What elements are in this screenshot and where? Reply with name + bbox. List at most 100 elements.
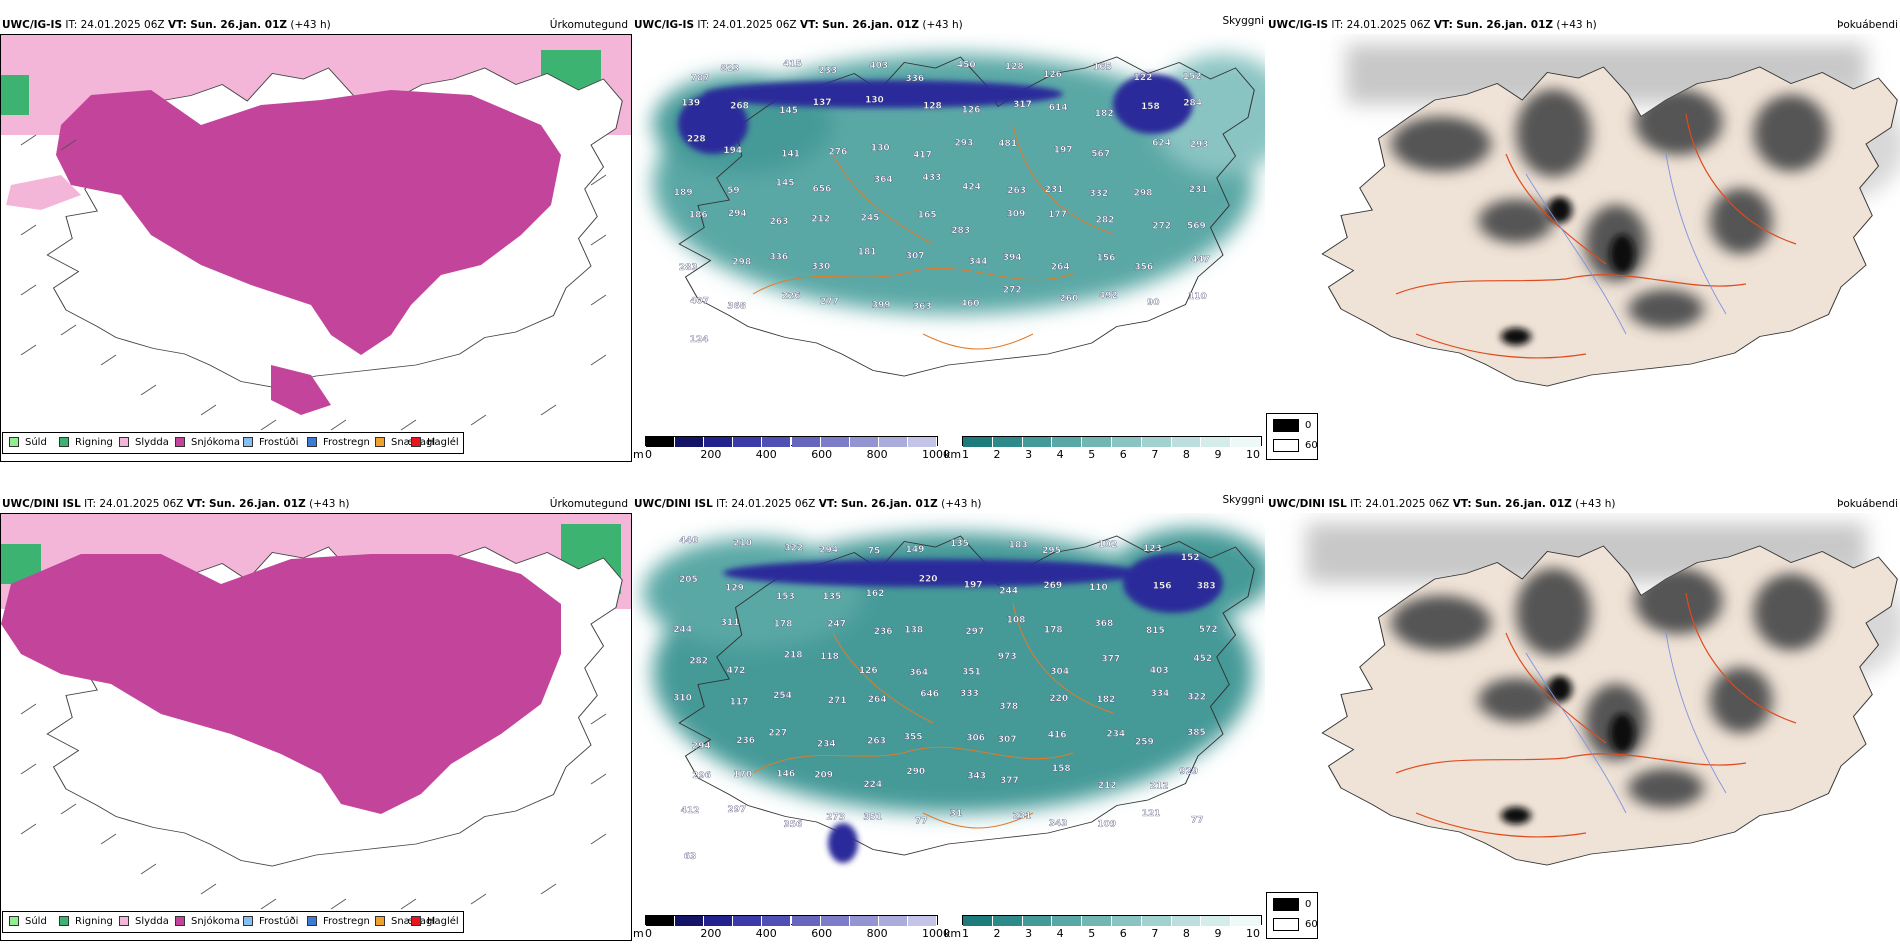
cloud-base-value: 244: [999, 586, 1018, 596]
visibility-colorbar-tick-label: 6: [1119, 927, 1127, 940]
cloud-base-value: 317: [1013, 100, 1032, 110]
cloud-base-value: 294: [692, 742, 711, 752]
visibility-colorbar-segment: [963, 916, 993, 926]
cloud-base-colorbar-tick-label: 800: [866, 927, 888, 940]
cloud-base-value: 135: [950, 539, 969, 549]
legend-item-freezing-drizzle: Frostúði: [243, 437, 298, 449]
legend-label: Súld: [25, 437, 47, 448]
fog-legend: 0 60: [1266, 892, 1318, 939]
cloud-base-value: 259: [1135, 738, 1154, 748]
cloud-base-value: 197: [964, 580, 983, 590]
cloud-base-value: 146: [776, 770, 795, 780]
legend-swatch: [411, 437, 421, 447]
cloud-base-colorbar: m 0 200 400 600 800 1000: [633, 915, 950, 941]
cloud-base-colorbar-segment: [704, 437, 734, 447]
cloud-base-value: 297: [965, 627, 984, 637]
cloud-base-value: 162: [866, 589, 885, 599]
cloud-base-value: 152: [1183, 72, 1202, 82]
cloud-base-value: 332: [1089, 189, 1108, 199]
cloud-base-value: 276: [829, 148, 848, 158]
legend-swatch: [175, 437, 185, 447]
cloud-base-value: 492: [1099, 291, 1118, 301]
legend-item-freezing-rain: Frostregn: [307, 437, 370, 449]
initial-time: IT: 24.01.2025 06Z: [1331, 19, 1431, 31]
cloud-base-value: 231: [1045, 185, 1064, 195]
cloud-base-value: 77: [915, 817, 928, 827]
cloud-base-value: 231: [1189, 185, 1208, 195]
legend-swatch: [119, 916, 129, 926]
valid-time-label: VT:: [167, 19, 187, 31]
cloud-base-value: 377: [1000, 776, 1019, 786]
cloud-base-value: 311: [721, 618, 740, 628]
legend-label: Haglél: [427, 437, 459, 448]
legend-label: Snjókoma: [191, 437, 241, 448]
legend-label: Frostúði: [259, 437, 299, 448]
legend-swatch: [243, 916, 253, 926]
cloud-base-value: 186: [689, 211, 708, 221]
fog-legend-swatch: [1273, 439, 1299, 452]
cloud-base-value: 351: [863, 813, 882, 823]
cloud-base-labels: 440 210 322 294 75 149 135 183 295 102 123 152 205 12…: [673, 536, 1218, 862]
cloud-base-colorbar-segment: [791, 437, 821, 447]
legend-item-hail: Haglél: [411, 916, 459, 928]
cloud-base-value: 368: [1095, 619, 1114, 629]
visibility-colorbar-segment: [1112, 437, 1142, 447]
cloud-base-value: 245: [861, 213, 880, 223]
cloud-base-value: 417: [913, 151, 932, 161]
cloud-base-value: 110: [1089, 583, 1108, 593]
cloud-base-value: 333: [960, 689, 979, 699]
cloud-base-value: 156: [1097, 254, 1116, 264]
cloud-base-value: 128: [1005, 62, 1024, 72]
cloud-base-value: 450: [957, 60, 976, 70]
cloud-base-value: 268: [730, 101, 749, 111]
valid-time-label: VT:: [1433, 19, 1453, 31]
cloud-base-value: 264: [1051, 262, 1070, 272]
cloud-base-value: 385: [1187, 728, 1206, 738]
legend-swatch: [9, 916, 19, 926]
cloud-base-value: 189: [674, 188, 693, 198]
cloud-base-value: 158: [1052, 764, 1071, 774]
precip-type-map: [0, 34, 632, 462]
cloud-base-value: 226: [782, 292, 801, 302]
cloud-base-value: 407: [690, 296, 709, 306]
cloud-base-value: 295: [1042, 546, 1061, 556]
cloud-base-value: 273: [826, 813, 845, 823]
cloud-base-value: 264: [868, 695, 887, 705]
cloud-base-value: 343: [1049, 819, 1068, 829]
cloud-base-value: 135: [823, 592, 842, 602]
legend-item-freezing-rain: Frostregn: [307, 916, 370, 928]
visibility-colorbar-segment: [1082, 437, 1112, 447]
visibility-colorbar-tick-label: 4: [1056, 927, 1064, 940]
cloud-base-colorbar-segment: [704, 916, 734, 926]
lead-time: (+43 h): [1575, 498, 1616, 510]
precip-type-legend: Súld Rigning Slydda Snjókoma Frostúði Fr…: [2, 432, 464, 454]
variable-name: Þokuábendi: [1837, 498, 1898, 510]
visibility-colorbar-segment: [1141, 437, 1172, 447]
panel-title: UWC/IG-IS IT: 24.01.2025 06Z VT: Sun. 26…: [2, 18, 331, 32]
cloud-base-value: 472: [727, 666, 746, 676]
cloud-base-value: 293: [955, 139, 974, 149]
valid-time: Sun. 26.jan. 01Z: [190, 19, 288, 31]
legend-swatch: [119, 437, 129, 447]
cloud-base-colorbar-segment: [878, 437, 908, 447]
initial-time: IT: 24.01.2025 06Z: [1350, 498, 1450, 510]
cloud-base-value: 306: [966, 734, 985, 744]
cloud-base-value: 297: [727, 805, 746, 815]
initial-time: IT: 24.01.2025 06Z: [84, 498, 184, 510]
legend-label: Snjókoma: [191, 916, 241, 927]
cloud-base-value: 364: [874, 175, 893, 185]
cloud-base-value: 293: [1190, 140, 1209, 150]
visibility-colorbar-segment: [1052, 437, 1083, 447]
legend-swatch: [59, 437, 69, 447]
cloud-base-value: 224: [863, 780, 882, 790]
cloud-base-value: 244: [673, 625, 692, 635]
legend-label: Haglél: [427, 916, 459, 927]
cloud-base-value: 209: [814, 770, 833, 780]
cloud-base-value: 110: [1188, 292, 1207, 302]
cloud-base-colorbar-segment: [675, 916, 705, 926]
cloud-base-value: 322: [1187, 692, 1206, 702]
cloud-base-value: 567: [1091, 149, 1110, 159]
legend-swatch: [375, 916, 385, 926]
cloud-base-labels: 787 823 415 233 403 336 450 128 126 165 122 152 139 2…: [674, 59, 1210, 345]
cloud-base-value: 447: [1191, 255, 1210, 265]
